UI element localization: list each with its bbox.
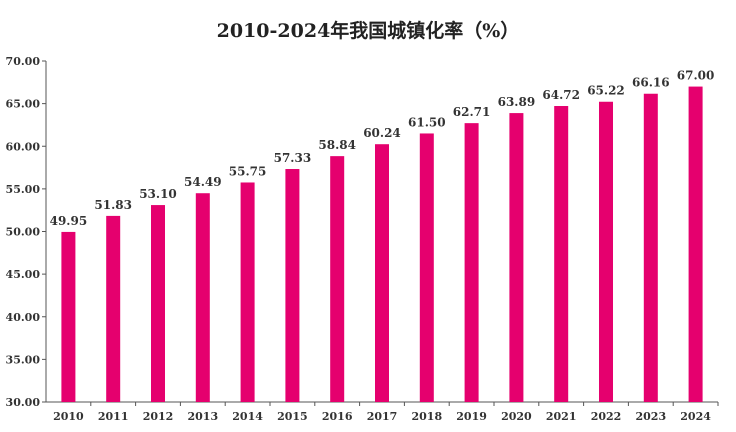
x-tick-label: 2021 xyxy=(546,410,577,423)
bar xyxy=(151,205,165,402)
data-label: 54.49 xyxy=(184,175,222,189)
data-label: 61.50 xyxy=(408,115,446,129)
bar xyxy=(643,93,658,403)
x-tick-label: 2015 xyxy=(277,410,308,423)
y-tick-label: 30.00 xyxy=(6,396,41,409)
bar xyxy=(240,182,255,402)
y-tick-label: 55.00 xyxy=(6,183,41,196)
bar xyxy=(106,215,121,402)
bar xyxy=(509,113,524,402)
data-label: 67.00 xyxy=(677,69,715,83)
data-label: 66.16 xyxy=(632,76,670,90)
x-tick-label: 2020 xyxy=(501,410,532,423)
y-tick-label: 35.00 xyxy=(6,353,41,366)
x-tick-label: 2019 xyxy=(456,410,487,423)
x-tick-label: 2013 xyxy=(187,410,218,423)
bar xyxy=(195,193,210,402)
data-label: 57.33 xyxy=(274,151,312,165)
data-label: 58.84 xyxy=(318,138,356,152)
bar xyxy=(330,156,345,402)
x-tick-label: 2024 xyxy=(680,410,711,423)
y-tick-label: 60.00 xyxy=(6,140,41,153)
y-tick-label: 50.00 xyxy=(6,226,41,239)
data-label: 55.75 xyxy=(229,164,267,178)
data-label: 49.95 xyxy=(50,214,88,228)
x-tick-label: 2012 xyxy=(143,410,174,423)
data-label: 51.83 xyxy=(94,198,132,212)
bar xyxy=(464,123,479,402)
data-label: 53.10 xyxy=(139,187,177,201)
x-tick-label: 2022 xyxy=(591,410,622,423)
x-tick-label: 2023 xyxy=(635,410,666,423)
data-label: 64.72 xyxy=(542,88,580,102)
x-tick-label: 2014 xyxy=(232,410,263,423)
bar xyxy=(61,231,76,402)
chart-title: 2010-2024年我国城镇化率（%） xyxy=(216,20,520,42)
bar xyxy=(688,86,703,402)
y-tick-label: 65.00 xyxy=(6,98,41,111)
x-tick-label: 2011 xyxy=(98,410,129,423)
bar xyxy=(419,133,434,402)
data-label: 65.22 xyxy=(587,84,625,98)
data-label: 60.24 xyxy=(363,126,401,140)
y-tick-label: 40.00 xyxy=(6,311,41,324)
bar xyxy=(285,169,300,402)
bar xyxy=(375,144,389,403)
bar xyxy=(554,106,569,403)
y-tick-label: 70.00 xyxy=(6,55,41,68)
x-tick-label: 2010 xyxy=(53,410,84,423)
x-tick-label: 2018 xyxy=(411,410,442,423)
x-tick-label: 2016 xyxy=(322,410,353,423)
bar xyxy=(599,101,613,402)
data-label: 62.71 xyxy=(453,105,491,119)
y-tick-label: 45.00 xyxy=(6,268,41,281)
x-tick-label: 2017 xyxy=(367,410,398,423)
data-label: 63.89 xyxy=(498,95,536,109)
